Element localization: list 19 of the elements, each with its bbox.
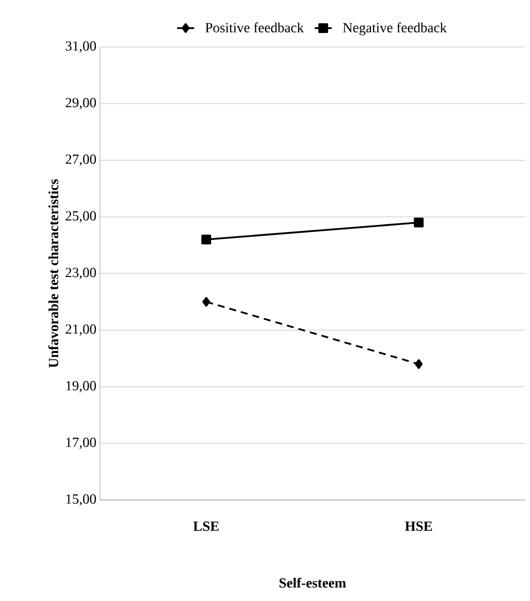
y-tick-label: 23,00 bbox=[66, 268, 96, 280]
y-tick-label: 21,00 bbox=[66, 324, 96, 336]
point bbox=[201, 234, 212, 244]
x-axis-title: Self-esteem bbox=[280, 578, 346, 588]
y-tick-label: 31,00 bbox=[66, 41, 96, 53]
x-tick-label: HSE bbox=[405, 522, 432, 531]
y-axis-title: Unfavorable test characteristics bbox=[48, 179, 58, 368]
y-tick-label: 17,00 bbox=[66, 438, 96, 450]
point bbox=[202, 296, 210, 307]
legend-label: Positive feedback bbox=[205, 22, 304, 32]
y-tick-label: 27,00 bbox=[66, 154, 96, 166]
y-tick-label: 15,00 bbox=[66, 494, 96, 506]
y-tick-label: 29,00 bbox=[66, 98, 96, 110]
y-tick-label: 25,00 bbox=[66, 211, 96, 223]
point bbox=[414, 359, 423, 369]
point bbox=[414, 218, 424, 228]
y-tick-label: 19,00 bbox=[66, 381, 96, 392]
x-tick-label: LSE bbox=[193, 522, 219, 531]
legend-label: Negative feedback bbox=[343, 22, 447, 36]
